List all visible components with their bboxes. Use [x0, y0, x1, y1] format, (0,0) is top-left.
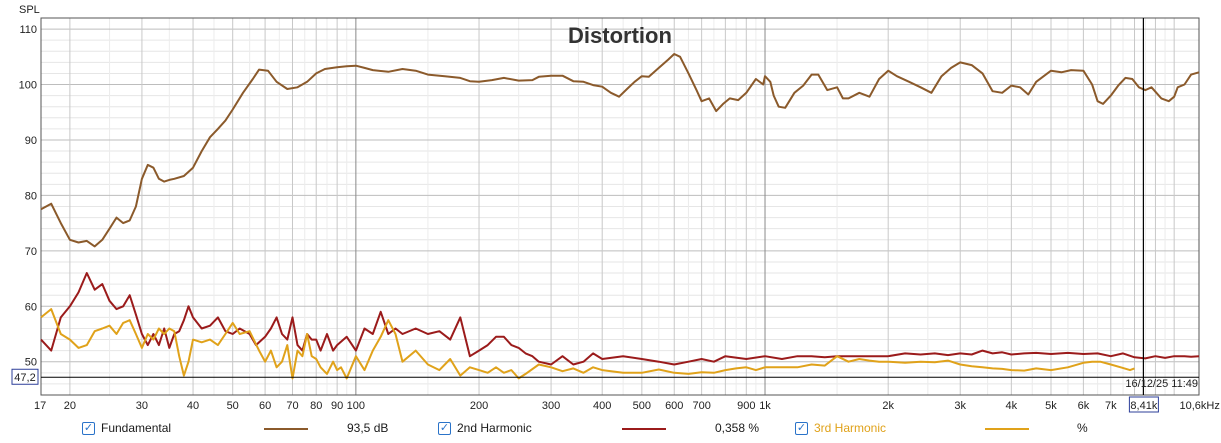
timestamp-label: 16/12/25 11:49 — [1125, 378, 1198, 390]
x-tick-label: 4k — [1006, 400, 1018, 412]
2nd-harmonic-checkbox[interactable]: ✓ — [438, 421, 451, 435]
cursor-x-readout: 8,41k — [1130, 400, 1157, 412]
x-tick-label: 10,6kHz — [1180, 400, 1220, 412]
x-tick-label: 600 — [665, 400, 683, 412]
legend-item-2nd-harmonic[interactable]: ✓ 2nd Harmonic — [438, 421, 532, 435]
legend-label-3rd-harmonic: 3rd Harmonic — [814, 421, 887, 435]
series-layer — [40, 53, 1200, 380]
chart-title: Distortion — [568, 23, 672, 48]
y-tick-label: 80 — [25, 190, 37, 202]
x-tick-label: 70 — [286, 400, 298, 412]
x-axis-ticks: 17 20 30 40 50 60 70 80 90 100 200 300 400 500 600 700 9… — [34, 400, 1220, 412]
x-tick-label: 17 — [34, 400, 46, 412]
x-tick-label: 200 — [470, 400, 488, 412]
y-tick-label: 60 — [25, 301, 37, 313]
x-tick-label: 3k — [954, 400, 966, 412]
x-tick-label: 60 — [259, 400, 271, 412]
x-tick-label: 6k — [1078, 400, 1090, 412]
x-tick-label: 5k — [1045, 400, 1057, 412]
y-tick-label: 90 — [25, 135, 37, 147]
x-tick-label: 700 — [692, 400, 710, 412]
y-axis-ticks: 50 60 70 80 90 100 110 — [19, 24, 37, 369]
series-line-2nd-harmonic — [40, 272, 1200, 366]
legend-label-2nd-harmonic: 2nd Harmonic — [457, 421, 532, 435]
2nd-harmonic-line-swatch — [622, 428, 666, 430]
x-tick-label: 100 — [347, 400, 365, 412]
x-tick-label: 900 — [737, 400, 755, 412]
cursor-y-readout-box — [11, 368, 39, 385]
2nd-harmonic-value: 0,358 % — [715, 421, 760, 435]
y-tick-label: 100 — [19, 80, 37, 92]
x-tick-label: 80 — [310, 400, 322, 412]
cursor-x-readout-box — [1128, 396, 1159, 413]
legend: ✓ Fundamental 93,5 dB ✓ 2nd Harmonic 0,3… — [0, 418, 1221, 440]
y-tick-label: 70 — [25, 246, 37, 258]
3rd-harmonic-line-swatch — [985, 428, 1029, 430]
y-tick-label: 50 — [25, 357, 37, 369]
y-tick-label: 110 — [19, 24, 37, 36]
cursor-y-readout: 47,2 — [14, 372, 35, 384]
x-tick-label: 7k — [1105, 400, 1117, 412]
legend-item-fundamental[interactable]: ✓ Fundamental — [82, 421, 171, 435]
fundamental-line-swatch — [264, 428, 308, 430]
x-tick-label: 1k — [759, 400, 771, 412]
fundamental-checkbox[interactable]: ✓ — [82, 421, 95, 435]
y-axis-label: SPL — [19, 4, 40, 16]
x-tick-label: 40 — [187, 400, 199, 412]
plot-area-border — [40, 17, 1200, 396]
fundamental-value: 93,5 dB — [347, 421, 389, 435]
series-line-3rd-harmonic — [40, 308, 1135, 380]
minor-gridlines — [41, 17, 1199, 396]
x-tick-label: 500 — [633, 400, 651, 412]
x-tick-label: 20 — [64, 400, 76, 412]
x-tick-label: 300 — [542, 400, 560, 412]
x-tick-label: 30 — [136, 400, 148, 412]
series-line-fundamental — [40, 53, 1200, 248]
distortion-chart: 47,2 8,41k 50 60 70 80 90 100 110 17 20 30 40 50 60 7… — [11, 4, 1220, 413]
cursor-layer[interactable]: 47,2 8,41k — [11, 18, 1199, 413]
3rd-harmonic-value: % — [1077, 421, 1088, 435]
legend-label-fundamental: Fundamental — [101, 421, 172, 435]
x-tick-label: 50 — [227, 400, 239, 412]
3rd-harmonic-checkbox[interactable]: ✓ — [795, 421, 808, 435]
x-tick-label: 2k — [882, 400, 894, 412]
x-tick-label: 90 — [331, 400, 343, 412]
x-tick-label: 400 — [593, 400, 611, 412]
legend-item-3rd-harmonic[interactable]: ✓ 3rd Harmonic — [795, 421, 886, 435]
